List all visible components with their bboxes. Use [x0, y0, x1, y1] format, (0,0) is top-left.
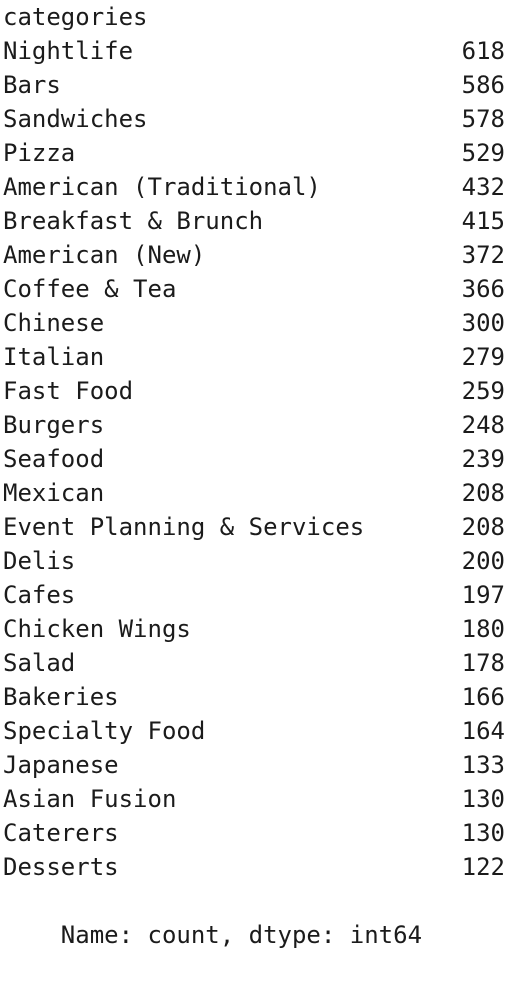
index-name-header: categories	[3, 0, 505, 34]
index-name: categories	[3, 3, 148, 31]
series-row: Coffee & Tea 366	[3, 272, 505, 306]
series-row: Pizza 529	[3, 136, 505, 170]
row-label: Mexican	[3, 479, 105, 507]
row-label: American (New)	[3, 241, 206, 269]
row-value: 618	[461, 37, 505, 65]
row-label: Nightlife	[3, 37, 134, 65]
row-value: 248	[461, 411, 505, 439]
series-row: Italian 279	[3, 340, 505, 374]
row-label: Asian Fusion	[3, 785, 177, 813]
row-value: 432	[461, 173, 505, 201]
row-label: Sandwiches	[3, 105, 148, 133]
row-label: Pizza	[3, 139, 76, 167]
series-row: Sandwiches 578	[3, 102, 505, 136]
row-label: American (Traditional)	[3, 173, 321, 201]
row-value: 178	[461, 649, 505, 677]
row-label: Cafes	[3, 581, 76, 609]
series-row: Bakeries 166	[3, 680, 505, 714]
row-value: 197	[461, 581, 505, 609]
series-row: Delis 200	[3, 544, 505, 578]
row-value: 166	[461, 683, 505, 711]
series-row: Bars 586	[3, 68, 505, 102]
series-dtype-info: Name: count, dtype: int64	[60, 921, 423, 949]
series-row: Salad 178	[3, 646, 505, 680]
series-row: Japanese 133	[3, 748, 505, 782]
row-label: Salad	[3, 649, 76, 677]
row-value: 529	[461, 139, 505, 167]
row-value: 578	[461, 105, 505, 133]
row-value: 279	[461, 343, 505, 371]
series-footer: Name: count, dtype: int64	[3, 884, 505, 949]
row-value: 208	[461, 479, 505, 507]
row-label: Japanese	[3, 751, 119, 779]
row-label: Chicken Wings	[3, 615, 191, 643]
row-label: Chinese	[3, 309, 105, 337]
series-row: Asian Fusion 130	[3, 782, 505, 816]
row-value: 300	[461, 309, 505, 337]
series-row: Breakfast & Brunch 415	[3, 204, 505, 238]
series-row: Burgers 248	[3, 408, 505, 442]
row-value: 130	[461, 785, 505, 813]
series-row: Mexican 208	[3, 476, 505, 510]
row-label: Desserts	[3, 853, 119, 881]
series-row: Desserts 122	[3, 850, 505, 884]
row-value: 259	[461, 377, 505, 405]
row-label: Coffee & Tea	[3, 275, 177, 303]
series-row: Caterers 130	[3, 816, 505, 850]
row-label: Italian	[3, 343, 105, 371]
row-label: Bars	[3, 71, 61, 99]
row-value: 164	[461, 717, 505, 745]
series-row: American (New) 372	[3, 238, 505, 272]
row-label: Seafood	[3, 445, 105, 473]
row-label: Event Planning & Services	[3, 513, 365, 541]
series-row: Event Planning & Services 208	[3, 510, 505, 544]
series-row: American (Traditional) 432	[3, 170, 505, 204]
row-value: 366	[461, 275, 505, 303]
row-value: 586	[461, 71, 505, 99]
row-label: Bakeries	[3, 683, 119, 711]
series-row: Seafood 239	[3, 442, 505, 476]
series-row: Cafes 197	[3, 578, 505, 612]
row-value: 239	[461, 445, 505, 473]
row-label: Burgers	[3, 411, 105, 439]
row-value: 208	[461, 513, 505, 541]
series-row: Fast Food 259	[3, 374, 505, 408]
row-label: Specialty Food	[3, 717, 206, 745]
row-value: 133	[461, 751, 505, 779]
series-row: Specialty Food 164	[3, 714, 505, 748]
row-label: Delis	[3, 547, 76, 575]
series-row: Chinese 300	[3, 306, 505, 340]
series-row: Nightlife 618	[3, 34, 505, 68]
row-value: 130	[461, 819, 505, 847]
row-value: 200	[461, 547, 505, 575]
row-value: 122	[461, 853, 505, 881]
series-row: Chicken Wings 180	[3, 612, 505, 646]
row-value: 180	[461, 615, 505, 643]
row-value: 415	[461, 207, 505, 235]
row-label: Caterers	[3, 819, 119, 847]
row-label: Fast Food	[3, 377, 134, 405]
row-value: 372	[461, 241, 505, 269]
series-output: categories Nightlife 618 Bars 586 Sandwich…	[3, 0, 505, 949]
row-label: Breakfast & Brunch	[3, 207, 264, 235]
